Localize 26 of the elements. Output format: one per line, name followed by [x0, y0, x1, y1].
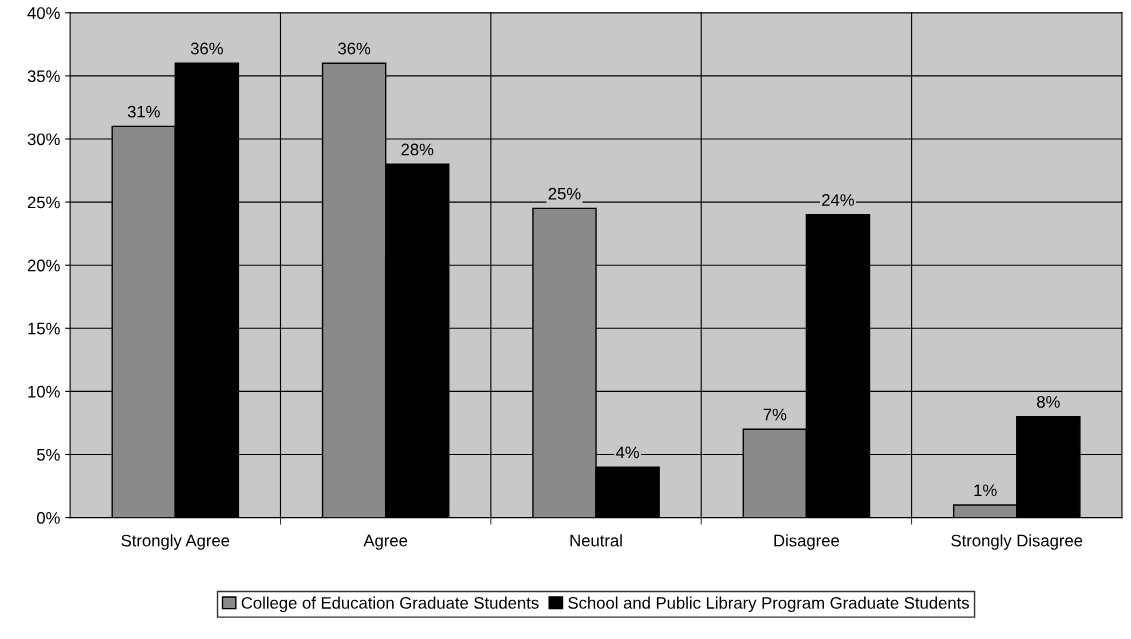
data-label: 8%: [1037, 395, 1060, 408]
x-tick-label: Agree: [363, 534, 408, 550]
x-tick-label: Strongly Agree: [121, 534, 230, 550]
y-tick-label: 40%: [27, 7, 60, 19]
data-label: 28%: [401, 143, 434, 156]
data-label: 4%: [615, 446, 640, 459]
legend-label: College of Education Graduate Students: [241, 596, 539, 613]
y-tick-label: 15%: [28, 322, 60, 335]
data-label: 1%: [974, 484, 997, 497]
x-tick-label: Strongly Disagree: [951, 534, 1083, 550]
y-tick-label: 0%: [36, 511, 60, 524]
y-tick-label: 25%: [27, 196, 60, 209]
data-label: 7%: [763, 408, 787, 421]
y-tick-label: 10%: [28, 385, 60, 398]
data-label: 24%: [822, 194, 855, 206]
data-label: 25%: [548, 187, 581, 200]
data-label: 36%: [190, 42, 223, 55]
data-label: 36%: [338, 42, 371, 55]
x-tick-label: Neutral: [570, 534, 622, 547]
y-tick-label: 35%: [27, 70, 60, 83]
y-tick-label: 20%: [27, 259, 60, 272]
legend-label: School and Public Library Program Graduate Students: [568, 596, 969, 613]
y-tick-label: 30%: [27, 133, 60, 146]
data-label: 31%: [127, 105, 160, 118]
y-tick-label: 5%: [36, 448, 60, 461]
x-tick-label: Disagree: [774, 534, 840, 550]
